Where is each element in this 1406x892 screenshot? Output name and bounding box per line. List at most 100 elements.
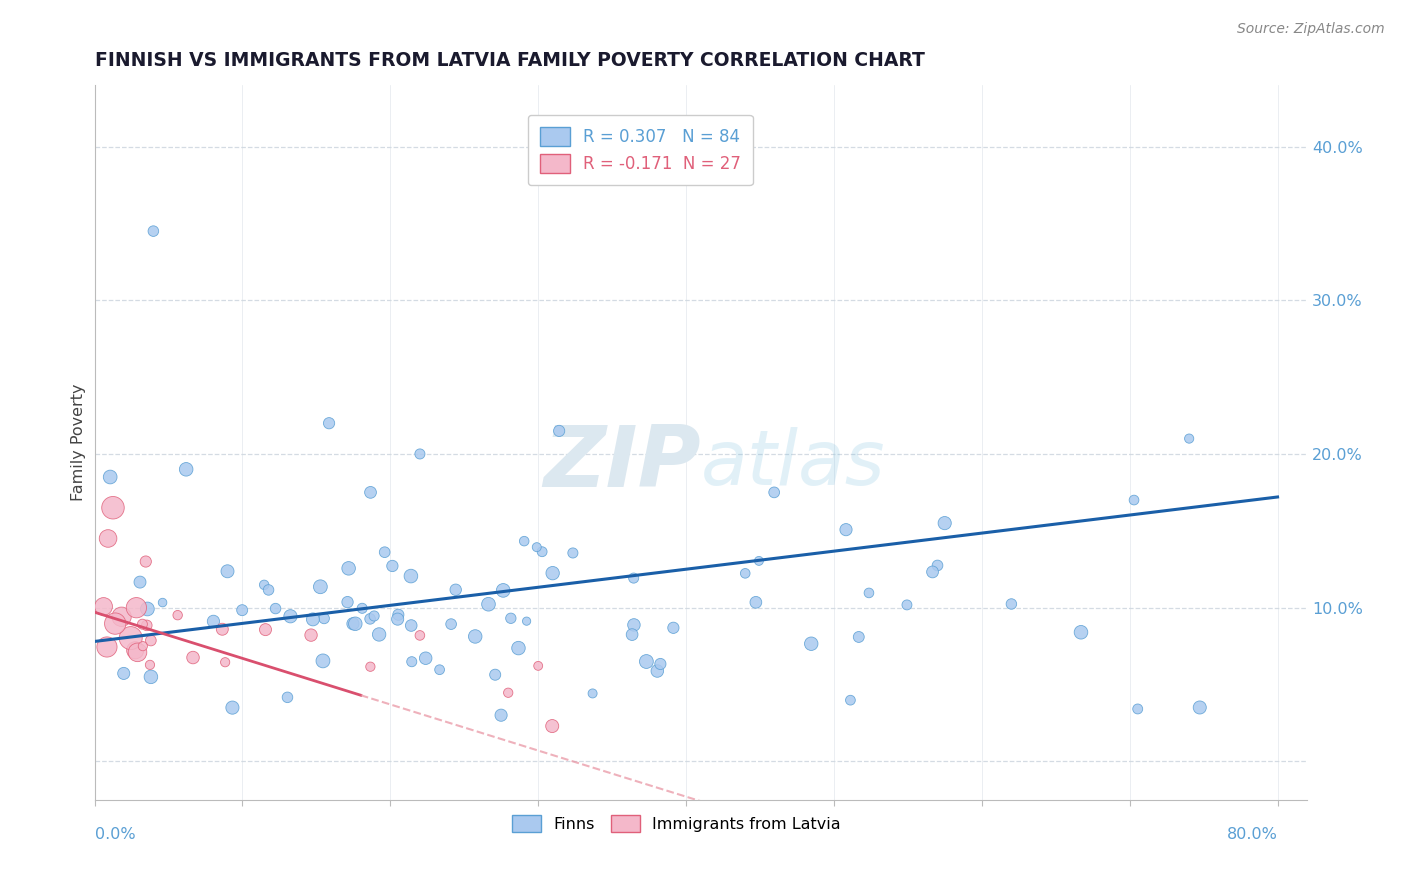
Point [548,424,571,438]
Point [1126,702,1149,716]
Point [662,621,685,635]
Point [848,630,870,644]
Point [623,571,645,585]
Point [444,582,467,597]
Point [125,600,148,615]
Point [399,569,422,583]
Point [360,485,382,500]
Point [561,546,583,560]
Point [484,667,506,681]
Point [636,655,658,669]
Point [464,630,486,644]
Point [623,618,645,632]
Point [166,608,188,623]
Point [429,663,451,677]
Text: 0.0%: 0.0% [94,828,135,842]
Point [129,575,152,590]
Point [257,582,280,597]
Point [368,627,391,641]
Point [337,561,360,575]
Point [621,627,644,641]
Point [221,700,243,714]
Point [135,555,157,569]
Point [101,500,124,515]
Point [647,664,669,678]
Point [139,633,162,648]
Point [927,558,949,573]
Point [174,462,197,476]
Point [409,628,432,642]
Point [139,670,162,684]
Point [231,603,253,617]
Point [314,611,336,625]
Point [1178,432,1201,446]
Point [309,580,332,594]
Point [526,540,548,554]
Point [359,612,381,626]
Point [131,617,153,632]
Point [127,645,149,659]
Point [211,622,233,636]
Point [477,597,499,611]
Point [374,545,396,559]
Point [541,719,564,733]
Point [214,655,236,669]
Point [336,595,359,609]
Point [409,447,432,461]
Point [513,534,536,549]
Point [217,564,239,578]
Text: atlas: atlas [700,427,886,501]
Point [650,657,672,671]
Point [139,657,162,672]
Point [399,618,422,632]
Point [112,666,135,681]
Point [839,693,862,707]
Point [1188,700,1211,714]
Point [401,655,423,669]
Point [318,416,340,430]
Point [763,485,786,500]
Point [253,578,276,592]
Point [135,618,157,632]
Point [254,623,277,637]
Point [136,602,159,616]
Point [104,616,127,631]
Point [734,566,756,581]
Point [98,470,121,484]
Point [800,637,823,651]
Point [1123,493,1146,508]
Point [120,631,142,645]
Legend: Finns, Immigrants from Latvia: Finns, Immigrants from Latvia [506,809,848,838]
Text: FINNISH VS IMMIGRANTS FROM LATVIA FAMILY POVERTY CORRELATION CHART: FINNISH VS IMMIGRANTS FROM LATVIA FAMILY… [94,51,925,70]
Point [363,609,385,624]
Y-axis label: Family Poverty: Family Poverty [72,384,86,501]
Point [280,609,302,624]
Point [499,611,522,625]
Point [97,532,120,546]
Point [489,708,512,723]
Point [581,686,603,700]
Point [527,658,550,673]
Point [1000,597,1022,611]
Point [110,609,132,624]
Point [342,616,364,631]
Point [835,523,858,537]
Point [264,601,287,615]
Point [934,516,956,530]
Point [381,558,404,573]
Point [202,615,225,629]
Point [93,599,115,614]
Point [516,614,538,628]
Point [124,643,146,657]
Point [142,224,165,238]
Point [858,586,880,600]
Point [181,650,204,665]
Point [387,607,409,622]
Point [508,641,530,656]
Point [344,616,367,631]
Point [541,566,564,581]
Text: Source: ZipAtlas.com: Source: ZipAtlas.com [1237,22,1385,37]
Point [921,565,943,579]
Point [352,601,374,615]
Point [387,612,409,626]
